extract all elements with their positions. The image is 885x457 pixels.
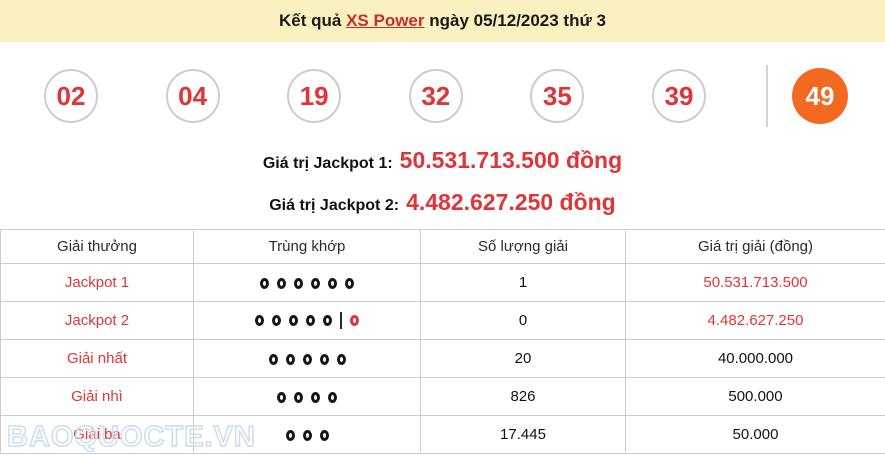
prize-name: Giải ba (0, 415, 194, 454)
match-circle-icon (319, 429, 329, 441)
winning-number-ball: 35 (530, 69, 585, 123)
power-ball-divider (766, 65, 768, 127)
match-circle-icon (277, 391, 286, 403)
prize-name: Jackpot 1 (0, 263, 194, 302)
winning-number-ball: 32 (408, 69, 463, 123)
match-circle-icon (336, 353, 346, 365)
jackpot1-value: 50.531.713.500 đồng (399, 147, 623, 173)
match-pattern (193, 415, 421, 454)
jackpot1-label: Giá trị Jackpot 1: (262, 155, 393, 172)
match-circle-icon (260, 277, 269, 289)
prize-count: 17.445 (420, 415, 626, 454)
match-pattern (193, 339, 421, 378)
winning-number-ball: 02 (44, 69, 98, 123)
prize-value: 50.531.713.500 (625, 263, 885, 302)
table-row: Giải ba 17.445 50.000 (0, 415, 885, 454)
match-circle-icon (285, 429, 295, 441)
title-prefix: Kết quả (279, 11, 347, 30)
results-title-bar: Kết quả XS Power ngày 05/12/2023 thứ 3 (0, 0, 885, 42)
match-circle-icon (311, 277, 320, 289)
table-row: Giải nhì 826 500.000 (0, 377, 885, 416)
prize-value: 4.482.627.250 (625, 301, 885, 340)
prize-value: 40.000.000 (625, 339, 885, 378)
table-row: Giải nhất 20 40.000.000 (0, 339, 885, 378)
xs-power-link[interactable]: XS Power (346, 11, 425, 30)
prize-value: 500.000 (625, 377, 885, 416)
jackpot2-label: Giá trị Jackpot 2: (269, 197, 400, 214)
prize-name: Giải nhất (0, 339, 194, 378)
prize-value: 50.000 (625, 415, 885, 454)
power-ball: 49 (792, 68, 848, 124)
match-circle-icon (277, 277, 286, 289)
match-circle-icon (302, 353, 312, 365)
match-pattern (193, 263, 421, 302)
col-header-prize: Giải thưởng (0, 229, 194, 264)
match-circle-icon (328, 277, 337, 289)
match-circle-icon (306, 315, 315, 327)
prize-table: Giải thưởng Trùng khớp Số lượng giải Giá… (0, 229, 885, 454)
jackpot1-line: Giá trị Jackpot 1: 50.531.713.500 đồng (0, 147, 885, 174)
winning-number-ball: 39 (651, 69, 706, 123)
match-circle-icon (272, 315, 281, 327)
col-header-match: Trùng khớp (193, 229, 421, 264)
match-circle-icon (268, 353, 278, 365)
winning-number-ball: 04 (165, 69, 220, 123)
main-balls-group: 02 04 19 32 35 39 (44, 69, 706, 123)
match-circle-icon (289, 315, 298, 327)
match-pattern (193, 301, 421, 340)
match-circle-icon (328, 391, 337, 403)
match-pattern (193, 377, 421, 416)
match-circle-icon (285, 353, 295, 365)
col-header-count: Số lượng giải (420, 229, 626, 264)
col-header-value: Giá trị giải (đồng) (625, 229, 885, 264)
title-suffix: ngày 05/12/2023 thứ 3 (424, 11, 606, 30)
prize-table-header-row: Giải thưởng Trùng khớp Số lượng giải Giá… (0, 229, 885, 264)
match-circle-icon (302, 429, 312, 441)
match-circle-icon (345, 277, 354, 289)
prize-count: 1 (420, 263, 626, 302)
prize-name: Jackpot 2 (0, 301, 194, 340)
match-circle-icon (319, 353, 329, 365)
jackpot2-value: 4.482.627.250 đồng (406, 189, 616, 215)
power-match-circle-icon (350, 315, 359, 327)
table-row: Jackpot 1 1 50.531.713.500 (0, 263, 885, 302)
match-circle-icon (323, 315, 332, 327)
winning-numbers-row: 02 04 19 32 35 39 49 (0, 65, 885, 127)
prize-count: 20 (420, 339, 626, 378)
match-circle-icon (311, 391, 320, 403)
winning-number-ball: 19 (287, 69, 342, 123)
match-circle-icon (294, 391, 303, 403)
prize-count: 826 (420, 377, 626, 416)
jackpot2-line: Giá trị Jackpot 2: 4.482.627.250 đồng (0, 189, 885, 216)
table-row: Jackpot 2 0 4.482.627.250 (0, 301, 885, 340)
match-circle-icon (255, 315, 264, 327)
prize-count: 0 (420, 301, 626, 340)
prize-name: Giải nhì (0, 377, 194, 416)
match-circle-icon (294, 277, 303, 289)
match-separator (340, 312, 342, 330)
